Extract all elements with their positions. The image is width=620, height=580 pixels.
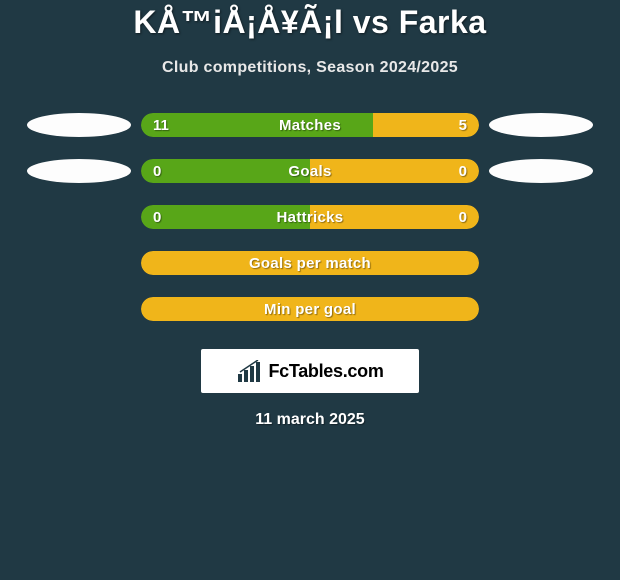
stats-list: 115Matches 00Goals 00Hattricks Goals per ma… bbox=[27, 113, 593, 343]
bar-segment-right bbox=[310, 159, 479, 183]
generation-date: 11 march 2025 bbox=[255, 411, 364, 429]
logo-text: FcTables.com bbox=[268, 361, 383, 382]
oval-spacer bbox=[27, 251, 131, 275]
comparison-card: KÅ™iÅ¡Å¥Ã¡l vs Farka Club competitions, … bbox=[0, 0, 620, 429]
stat-bar: Goals per match bbox=[141, 251, 479, 275]
left-form-oval bbox=[27, 113, 131, 137]
bar-segment-right bbox=[310, 205, 479, 229]
stat-bar: 00Goals bbox=[141, 159, 479, 183]
bar-segment-left bbox=[141, 205, 310, 229]
oval-spacer bbox=[489, 297, 593, 321]
bar-segment bbox=[141, 297, 479, 321]
oval-spacer bbox=[27, 205, 131, 229]
stat-row: Min per goal bbox=[27, 297, 593, 321]
stat-row: 00Hattricks bbox=[27, 205, 593, 229]
stat-bar: Min per goal bbox=[141, 297, 479, 321]
stat-row: Goals per match bbox=[27, 251, 593, 275]
bar-segment-left bbox=[141, 113, 373, 137]
subtitle: Club competitions, Season 2024/2025 bbox=[162, 59, 458, 77]
stat-bar: 115Matches bbox=[141, 113, 479, 137]
stat-row: 115Matches bbox=[27, 113, 593, 137]
page-title: KÅ™iÅ¡Å¥Ã¡l vs Farka bbox=[133, 4, 486, 41]
oval-spacer bbox=[27, 297, 131, 321]
oval-spacer bbox=[489, 205, 593, 229]
oval-spacer bbox=[489, 251, 593, 275]
right-form-oval bbox=[489, 113, 593, 137]
bar-segment-right bbox=[373, 113, 479, 137]
right-form-oval bbox=[489, 159, 593, 183]
stat-bar: 00Hattricks bbox=[141, 205, 479, 229]
stat-row: 00Goals bbox=[27, 159, 593, 183]
left-form-oval bbox=[27, 159, 131, 183]
bar-segment-left bbox=[141, 159, 310, 183]
fctables-logo[interactable]: FcTables.com bbox=[201, 349, 419, 393]
chart-icon bbox=[236, 360, 264, 382]
bar-segment bbox=[141, 251, 479, 275]
